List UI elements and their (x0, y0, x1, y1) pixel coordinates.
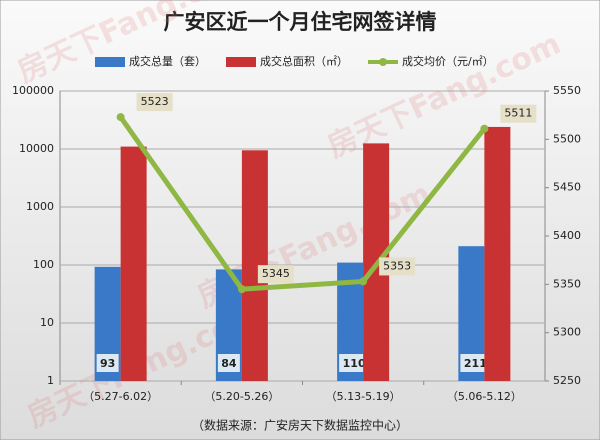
y-tick-label: 10000 (19, 142, 54, 155)
y-tick-label: 1 (47, 374, 54, 387)
value-label-box (339, 354, 370, 372)
value-label: 93 (100, 357, 115, 370)
value-label: 211 (464, 357, 487, 370)
line-point (116, 113, 125, 122)
line-point (359, 277, 368, 286)
value-label-box (460, 354, 491, 372)
y2-tick-label: 5400 (553, 229, 581, 242)
value-label: 5523 (141, 95, 169, 108)
value-label: 5345 (262, 267, 290, 280)
value-label-box (500, 104, 537, 123)
value-label: 5353 (383, 259, 411, 272)
legend-swatch (226, 57, 256, 67)
line-point (480, 124, 489, 133)
y-tick-label: 1000 (26, 200, 54, 213)
chart-title: 广安区近一个月住宅网签详情 (164, 10, 437, 34)
line (118, 115, 487, 292)
value-label-box (379, 257, 416, 276)
value-label-box (136, 93, 173, 112)
bar (120, 146, 147, 381)
value-label-box (217, 354, 240, 372)
legend-label: 成交总量（套） (129, 54, 206, 68)
x-tick-label: （5.27-6.02） (83, 390, 158, 403)
legend-label: 成交均价（元/㎡） (402, 54, 494, 68)
bar (484, 126, 511, 381)
y2-tick-label: 5250 (553, 374, 581, 387)
y-tick-label: 100 (33, 258, 54, 271)
x-tick-label: （5.06-5.12） (447, 390, 522, 403)
x-tick-label: （5.13-5.19） (326, 390, 401, 403)
y2-tick-label: 5500 (553, 132, 581, 145)
y2-tick-label: 5350 (553, 277, 581, 290)
legend-label: 成交总面积（㎡） (260, 54, 348, 68)
y-tick-label: 100000 (12, 84, 54, 97)
value-label-box (96, 354, 119, 372)
value-label-box (257, 265, 294, 284)
y2-tick-label: 5300 (553, 326, 581, 339)
y2-tick-label: 5450 (553, 181, 581, 194)
value-label: 5511 (504, 107, 532, 120)
source-note: （数据来源：广安房天下数据监控中心） (192, 418, 408, 433)
y-tick-label: 10 (40, 316, 54, 329)
line-point (237, 285, 246, 294)
y2-tick-label: 5550 (553, 84, 581, 97)
legend-swatch (95, 57, 125, 67)
legend-swatch (379, 58, 387, 66)
value-label: 110 (343, 357, 366, 370)
x-tick-label: （5.20-5.26） (204, 390, 279, 403)
value-label: 84 (221, 357, 237, 370)
